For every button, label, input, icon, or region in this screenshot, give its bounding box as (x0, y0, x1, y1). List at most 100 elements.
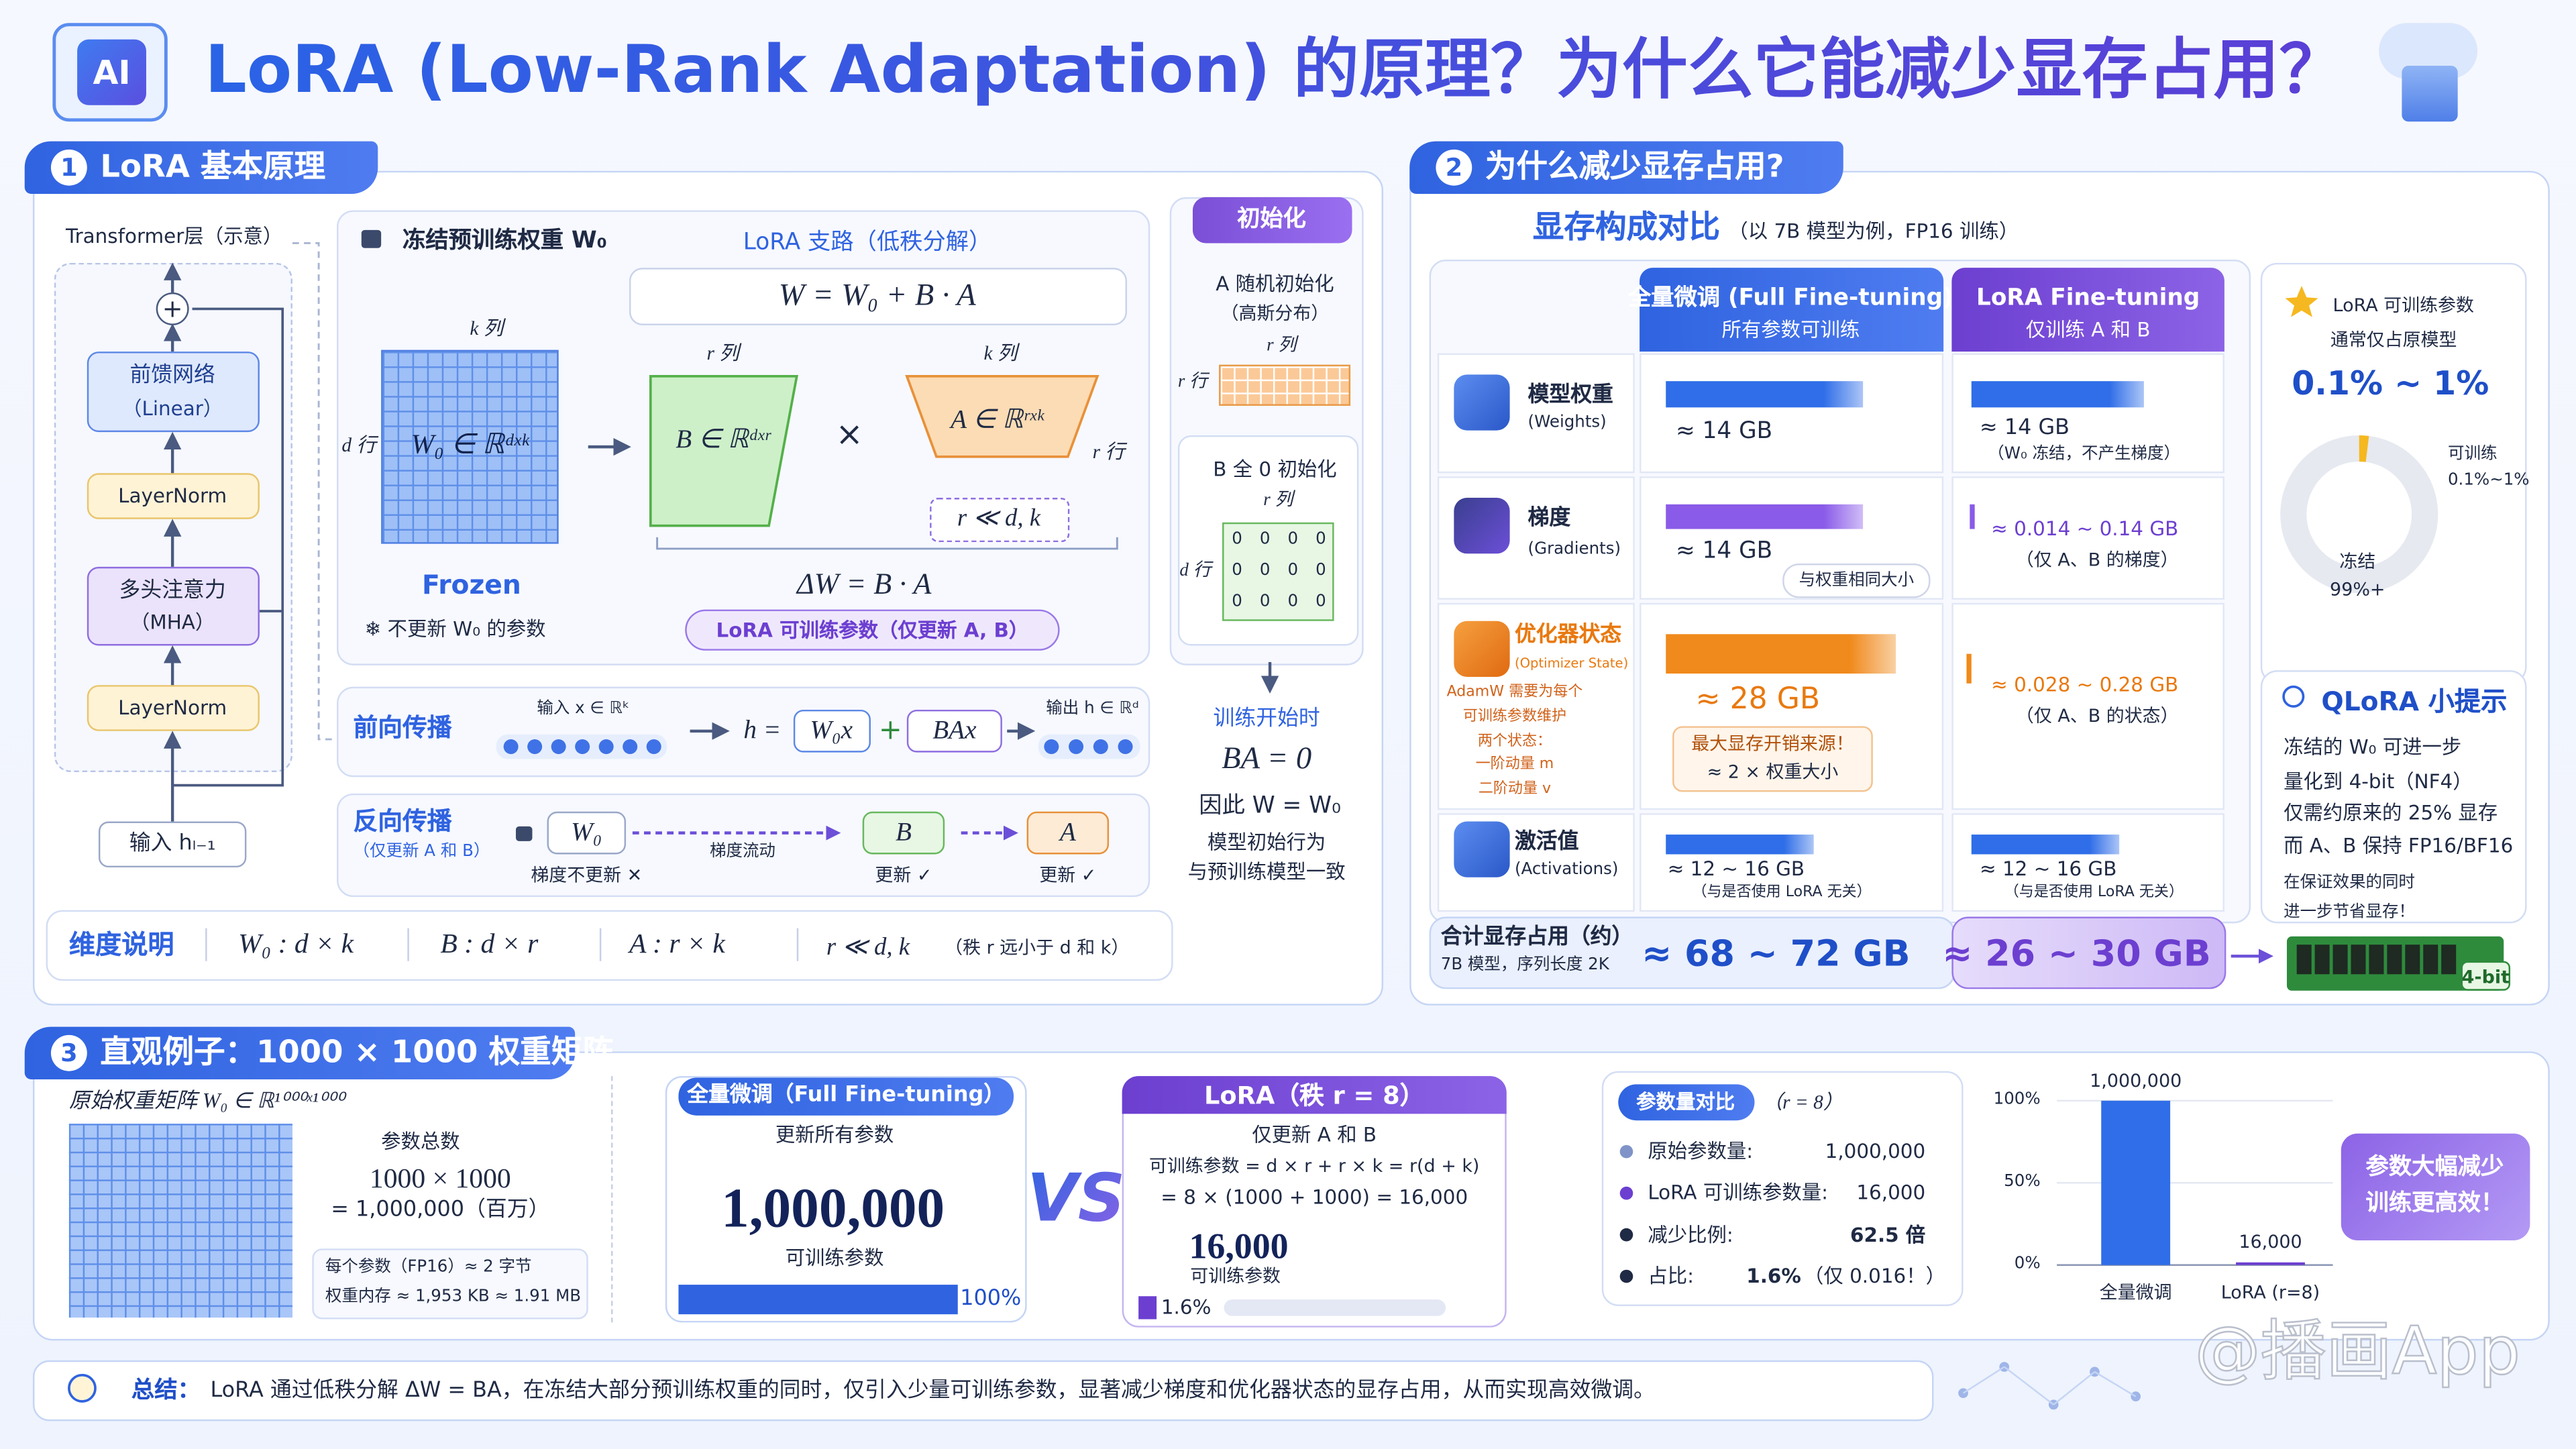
label: B ∈ ℝᵈˣʳ (676, 426, 770, 454)
chip-cell (2351, 945, 2366, 975)
init-pill (1192, 197, 1352, 244)
weight-matrix (68, 1124, 292, 1318)
label: ≈ 12 ~ 16 GB (1667, 857, 1805, 881)
label: 100% (960, 1287, 1022, 1311)
label: （仅 0.016！） (1803, 1264, 1946, 1288)
label: 更新 ✓ (875, 865, 932, 886)
label: W₀ (571, 818, 602, 847)
section-number: 1 (60, 152, 78, 182)
label: 总结： (131, 1377, 201, 1404)
vector-dot (1044, 739, 1059, 755)
separator (407, 928, 409, 961)
chip-cell (2369, 945, 2384, 975)
label: 冻结 (2339, 551, 2376, 573)
zero: 0 (1259, 531, 1271, 549)
label: 反向传播 (353, 806, 452, 837)
label: (Activations) (1514, 861, 1619, 879)
bracket (656, 537, 1118, 550)
label: ❄ 不更新 W₀ 的参数 (364, 617, 546, 641)
residual-line (172, 307, 284, 787)
layernorm-block (87, 685, 260, 731)
network-edge (2053, 1371, 2096, 1405)
a-init-matrix (1219, 364, 1351, 406)
label: 1,000,000 (1825, 1140, 1926, 1163)
separator (599, 928, 602, 961)
label: A 随机初始化 (1216, 272, 1334, 296)
label: ≈ 28 GB (1695, 682, 1821, 717)
title: LoRA (Low-Rank Adaptation) 的原理？为什么它能减少显存… (205, 32, 2345, 111)
section-title: 直观例子：1000 × 1000 权重矩阵 (100, 1034, 614, 1071)
section-number-badge (1436, 149, 1472, 186)
badge: AI (93, 52, 131, 93)
formula-box (629, 268, 1128, 325)
label: W₀ : d × k (238, 928, 354, 959)
label: （与是否使用 LoRA 无关） (1692, 885, 1872, 902)
label: A : r × k (629, 928, 725, 959)
label: 冻结的 W₀ 可进一步 (2284, 735, 2462, 759)
label: A ∈ ℝʳˣᵏ (951, 406, 1044, 435)
zero: 0 (1316, 593, 1326, 612)
chip-cell (2387, 945, 2402, 975)
label: ≈ 0.014 ~ 0.14 GB (1991, 517, 2179, 541)
trainable-pill (685, 609, 1060, 651)
label: 输出 h ∈ ℝᵈ (1046, 700, 1139, 718)
bar (2101, 1100, 2171, 1265)
label: 最大显存开销来源！ (1691, 733, 1854, 755)
label: LayerNorm (118, 696, 227, 720)
label: 模型权重 (1527, 383, 1613, 408)
zero: 0 (1287, 593, 1299, 612)
label: W₀x (810, 716, 853, 745)
note-pill (1782, 564, 1931, 598)
label: 4-bit (2461, 966, 2510, 988)
label: 62.5 倍 (1850, 1223, 1926, 1246)
zero: 0 (1232, 531, 1242, 549)
server-icon (2402, 65, 2458, 122)
label: 可训练参数 = d × r + r × k = r(d + k) (1148, 1155, 1480, 1177)
vector-dot (646, 739, 661, 755)
label: （与是否使用 LoRA 无关） (2004, 885, 2184, 902)
label: + (878, 714, 902, 747)
bax-box (906, 709, 1002, 753)
label: ≈ 0.028 ~ 0.28 GB (1991, 673, 2179, 696)
label: B : d × r (440, 928, 539, 959)
label: 梯度流动 (709, 843, 775, 861)
section-number-badge (50, 1034, 87, 1071)
label: AdamW 需要为每个 (1446, 684, 1583, 701)
a-box (1026, 811, 1110, 855)
section-tab (24, 1026, 576, 1079)
card-header (1122, 1076, 1507, 1114)
label: 模型初始行为 (1207, 830, 1326, 854)
label: 二阶动量 v (1478, 782, 1552, 798)
label: LoRA 支路（低秩分解） (743, 229, 992, 256)
label: 而 A、B 保持 FP16/BF16 (2284, 834, 2514, 857)
bullet (1619, 1269, 1633, 1283)
card-header (678, 1077, 1014, 1116)
memory-bar (1666, 381, 1864, 408)
vector-dot (527, 739, 543, 755)
label: 仅更新 A 和 B (1252, 1123, 1377, 1146)
label: ≈ 26 ~ 30 GB (1942, 934, 2211, 976)
progress-bar (678, 1285, 958, 1315)
label: 仅需约原来的 25% 显存 (2284, 801, 2498, 824)
label: LoRA（秩 r = 8） (1203, 1081, 1425, 1111)
cell (1640, 813, 1944, 912)
label: r 行 (1092, 439, 1125, 464)
label: r ≪ d, k (957, 506, 1041, 533)
progress-bar (1138, 1296, 1157, 1320)
vector-dot (503, 739, 519, 755)
label: h = (743, 716, 782, 745)
label: 训练更高效！ (2365, 1190, 2504, 1217)
cell (1951, 353, 2224, 474)
label: = 8 × (1000 + 1000) = 16,000 (1161, 1185, 1468, 1209)
vs: VS (1027, 1160, 1125, 1239)
label: 冻结预训练权重 W₀ (402, 227, 607, 254)
label: 梯度不更新 ✕ (531, 865, 643, 886)
total-lora (1951, 916, 2226, 989)
label: ≈ 14 GB (1980, 416, 2070, 441)
section-title: 为什么减少显存占用? (1485, 148, 1784, 185)
label: (Optimizer State) (1514, 655, 1629, 671)
y-tick-label: 100% (1993, 1091, 2041, 1110)
row-icon (1454, 621, 1510, 677)
